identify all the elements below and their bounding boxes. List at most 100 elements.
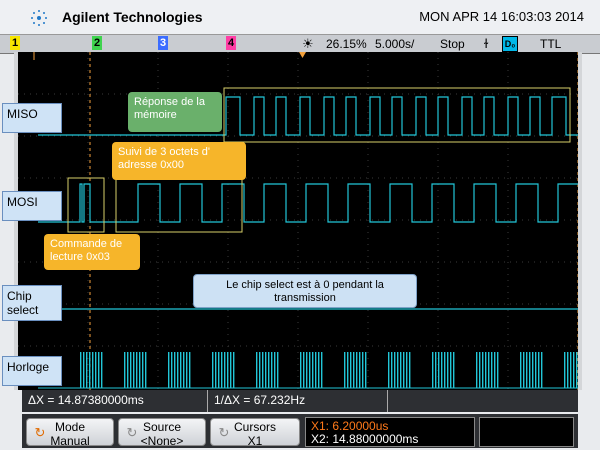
clock-pulse [101, 352, 103, 388]
clock-pulse [230, 352, 232, 388]
channel-4-indicator[interactable]: 4 [226, 36, 236, 50]
cursor-readout-bar: ΔX = 14.87380000ms 1/ΔX = 67.232Hz [22, 390, 578, 412]
clock-pulse [520, 352, 522, 388]
knob-icon: ↻ [34, 425, 46, 440]
clock-pulse [303, 352, 305, 388]
clock-pulse [171, 352, 173, 388]
status-bar: 1 2 3 4 ☀ 26.15% 5.000s/ Stop ɫ D₀ TTL [0, 34, 600, 54]
annotation-chip-select: Le chip select est à 0 pendant la transm… [193, 274, 417, 308]
source-softkey[interactable]: ↻ Source <None> [118, 418, 206, 447]
clock-pulse [529, 352, 531, 388]
clock-pulse [189, 352, 191, 388]
clock-pulse [409, 352, 411, 388]
annotation-reponse: Réponse de la mémoire [128, 92, 222, 132]
falling-edge-icon: ɫ [484, 36, 489, 51]
trigger-source: D₀ [502, 36, 518, 52]
clock-pulse [215, 352, 217, 388]
clock-pulse [80, 352, 82, 388]
label-mosi: MOSI [2, 191, 62, 221]
delta-x-readout: ΔX = 14.87380000ms [28, 393, 144, 407]
clock-pulse [92, 352, 94, 388]
clock-pulse [365, 352, 367, 388]
label-chip-select: Chip select [2, 285, 62, 321]
source-label: Source [142, 420, 182, 434]
clock-pulse [274, 352, 276, 388]
clock-pulse [482, 352, 484, 388]
clock-pulse [535, 352, 537, 388]
cursor-values[interactable]: X1: 6.20000us X2: 14.88000000ms [305, 417, 475, 447]
clock-pulse [318, 352, 320, 388]
x2-value: X2: 14.88000000ms [311, 432, 419, 446]
clock-pulse [403, 352, 405, 388]
clock-pulse [485, 352, 487, 388]
clock-pulse [450, 352, 452, 388]
clock-pulse [174, 352, 176, 388]
clock-pulse [86, 352, 88, 388]
inverse-delta-x-readout: 1/ΔX = 67.232Hz [214, 393, 306, 407]
clock-pulse [400, 352, 402, 388]
clock-pulse [567, 352, 569, 388]
channel-1-indicator[interactable]: 1 [10, 36, 20, 50]
cursors-value: X1 [247, 434, 263, 448]
clock-pulse [300, 352, 302, 388]
clock-pulse [353, 352, 355, 388]
clock-pulse [221, 352, 223, 388]
cursors-label: Cursors [233, 420, 276, 434]
clock-pulse [98, 352, 100, 388]
clock-pulse [573, 352, 575, 388]
clock-pulse [212, 352, 214, 388]
clock-pulse [224, 352, 226, 388]
clock-pulse [183, 352, 185, 388]
clock-pulse [441, 352, 443, 388]
clock-pulse [321, 352, 323, 388]
clock-pulse [494, 352, 496, 388]
mosi-command-box [67, 177, 105, 233]
clock-pulse [344, 352, 346, 388]
clock-pulse [186, 352, 188, 388]
label-horloge: Horloge [2, 356, 62, 386]
clock-pulse [347, 352, 349, 388]
right-rail [578, 52, 582, 390]
clock-pulse [538, 352, 540, 388]
clock-pulse [127, 352, 129, 388]
clock-pulse [130, 352, 132, 388]
mode-value: Manual [50, 434, 90, 448]
label-miso: MISO [2, 103, 62, 133]
clock-pulse [523, 352, 525, 388]
annotation-commande: Commande de lecture 0x03 [44, 234, 140, 270]
clock-pulse [136, 352, 138, 388]
mosi-trace [38, 183, 578, 223]
channel-3-indicator[interactable]: 3 [158, 36, 168, 50]
clock-pulse [497, 352, 499, 388]
clock-pulse [526, 352, 528, 388]
trigger-marker-icon[interactable] [299, 52, 306, 58]
clock-pulse [432, 352, 434, 388]
clock-pulse [453, 352, 455, 388]
clock-pulse [309, 352, 311, 388]
clock-pulse [356, 352, 358, 388]
clock-pulse [362, 352, 364, 388]
clock-pulse [359, 352, 361, 388]
readout-divider [207, 390, 208, 412]
run-state: Stop [440, 37, 465, 51]
cursors-softkey[interactable]: ↻ Cursors X1 [210, 418, 300, 448]
grid [18, 52, 578, 390]
channel-2-indicator[interactable]: 2 [92, 36, 102, 50]
clock-pulse [89, 352, 91, 388]
clock-pulse [145, 352, 147, 388]
waveform-canvas [18, 52, 578, 390]
waveform-display[interactable]: Réponse de la mémoire Suivi de 3 octets … [18, 52, 578, 390]
mode-softkey[interactable]: ↻ Mode Manual [26, 418, 114, 448]
empty-softkey[interactable] [479, 417, 574, 447]
miso-trace [38, 96, 578, 136]
clock-pulse [350, 352, 352, 388]
annotation-suivi: Suivi de 3 octets d' adresse 0x00 [112, 142, 246, 180]
clock-pulse [95, 352, 97, 388]
clock-pulse [406, 352, 408, 388]
softkey-bar: ↻ Mode Manual ↻ Source <None> ↻ Cursors … [22, 414, 578, 448]
clock-pulse [265, 352, 267, 388]
clock-pulse [435, 352, 437, 388]
clock-pulse [476, 352, 478, 388]
clock-pulse [271, 352, 273, 388]
miso-highlight-box [223, 87, 571, 143]
